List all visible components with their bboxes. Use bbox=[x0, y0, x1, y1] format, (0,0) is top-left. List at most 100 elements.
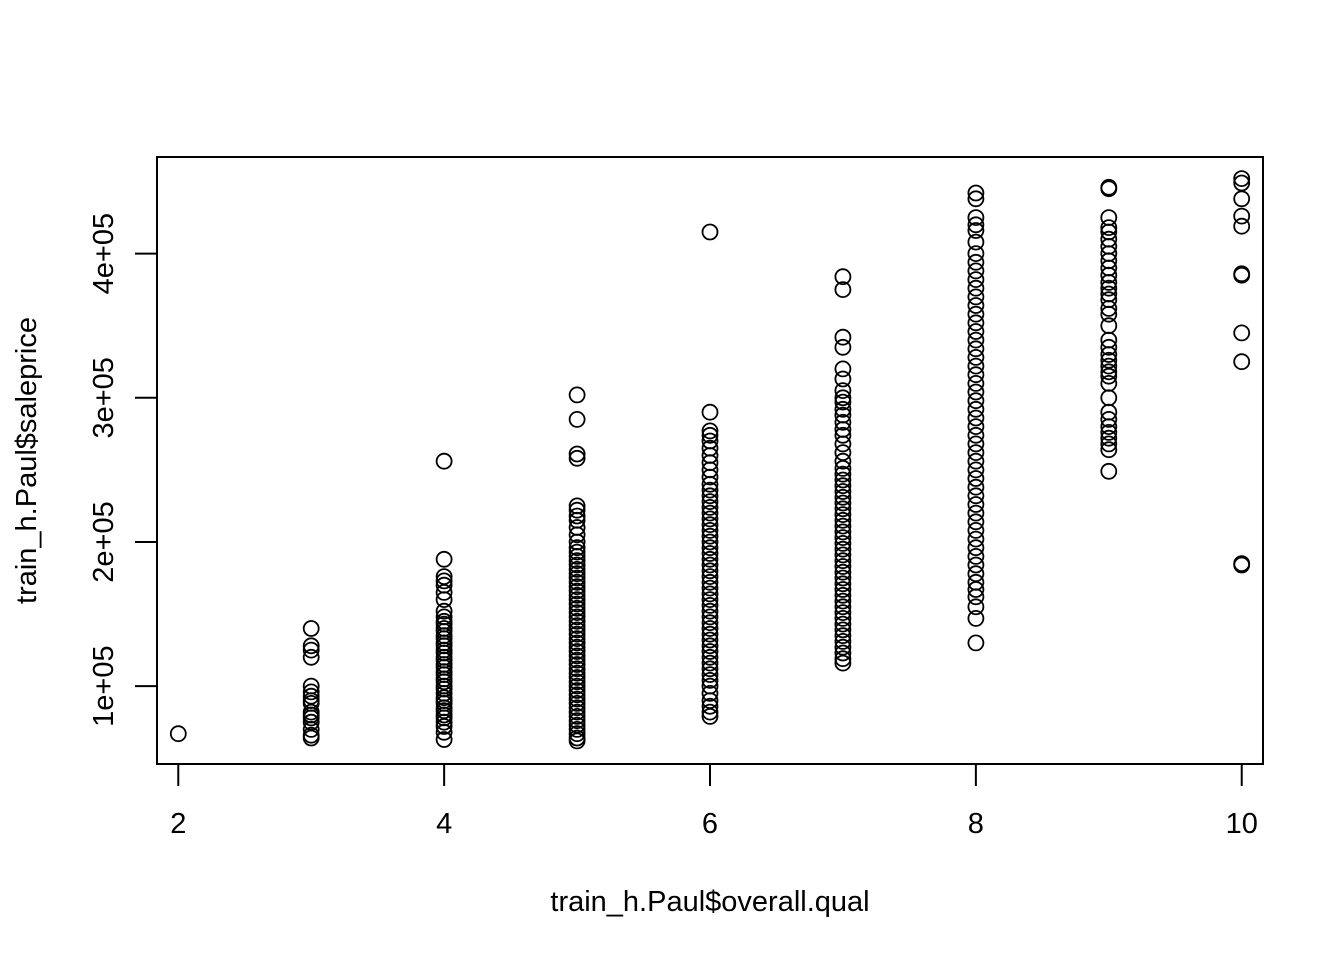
data-point bbox=[568, 386, 586, 404]
data-point bbox=[701, 493, 719, 511]
data-point bbox=[568, 664, 586, 682]
data-point bbox=[834, 569, 852, 587]
data-point bbox=[568, 647, 586, 665]
data-point bbox=[967, 314, 985, 332]
data-point bbox=[1233, 353, 1251, 371]
data-point bbox=[568, 565, 586, 583]
data-point bbox=[568, 699, 586, 717]
x-tick-label: 4 bbox=[436, 808, 452, 840]
data-point bbox=[568, 703, 586, 721]
data-point bbox=[834, 393, 852, 411]
data-point bbox=[967, 383, 985, 401]
data-point bbox=[834, 621, 852, 639]
data-point bbox=[568, 582, 586, 600]
data-point bbox=[568, 608, 586, 626]
data-point bbox=[701, 625, 719, 643]
data-point bbox=[967, 348, 985, 366]
data-point bbox=[967, 496, 985, 513]
data-point bbox=[834, 338, 852, 356]
data-point bbox=[834, 488, 852, 506]
data-point bbox=[568, 569, 586, 587]
data-point bbox=[568, 716, 586, 734]
data-point bbox=[967, 565, 985, 583]
data-point bbox=[967, 409, 985, 427]
data-point bbox=[701, 562, 719, 580]
data-point bbox=[568, 507, 586, 525]
data-point bbox=[834, 523, 852, 541]
data-point bbox=[302, 641, 320, 659]
data-point bbox=[701, 498, 719, 516]
data-point bbox=[701, 539, 719, 557]
data-point bbox=[967, 222, 985, 239]
data-point bbox=[834, 471, 852, 489]
data-point bbox=[169, 725, 187, 743]
data-point bbox=[568, 539, 586, 557]
data-point bbox=[701, 631, 719, 649]
data-point bbox=[568, 651, 586, 669]
data-point bbox=[967, 478, 985, 496]
data-point bbox=[834, 552, 852, 570]
data-point bbox=[967, 418, 985, 436]
data-point bbox=[568, 578, 586, 596]
data-point bbox=[701, 545, 719, 562]
data-point bbox=[435, 612, 453, 630]
data-point bbox=[568, 634, 586, 652]
data-point bbox=[1233, 170, 1251, 188]
data-point bbox=[701, 620, 719, 637]
data-point bbox=[834, 511, 852, 529]
data-point bbox=[1100, 178, 1118, 196]
data-point bbox=[1100, 291, 1118, 309]
data-point bbox=[1233, 207, 1251, 225]
data-point bbox=[834, 389, 852, 407]
data-point bbox=[701, 703, 719, 721]
data-point bbox=[568, 630, 586, 647]
data-point bbox=[701, 573, 719, 591]
data-point bbox=[701, 591, 719, 608]
data-point bbox=[302, 648, 320, 666]
data-point bbox=[834, 500, 852, 518]
data-point bbox=[967, 548, 985, 565]
data-point bbox=[435, 568, 453, 585]
data-point bbox=[1100, 219, 1118, 237]
data-point bbox=[967, 216, 985, 234]
data-point bbox=[1100, 363, 1118, 381]
data-point bbox=[568, 690, 586, 708]
data-point bbox=[701, 637, 719, 655]
data-point bbox=[701, 223, 719, 241]
data-point bbox=[568, 599, 586, 617]
points-layer bbox=[169, 170, 1251, 750]
data-point bbox=[568, 561, 586, 578]
data-point bbox=[834, 638, 852, 656]
data-point bbox=[701, 677, 719, 695]
data-point bbox=[435, 602, 453, 620]
x-tick-label: 2 bbox=[170, 808, 186, 840]
data-point bbox=[834, 382, 852, 400]
data-point bbox=[302, 726, 320, 744]
data-point bbox=[834, 627, 852, 645]
data-point bbox=[568, 695, 586, 712]
data-point bbox=[967, 634, 985, 652]
data-point bbox=[967, 184, 985, 202]
data-point bbox=[834, 644, 852, 662]
data-point bbox=[967, 323, 985, 340]
data-point bbox=[834, 529, 852, 546]
data-point bbox=[967, 504, 985, 522]
data-point bbox=[834, 494, 852, 512]
data-point bbox=[568, 543, 586, 561]
data-point bbox=[568, 621, 586, 639]
data-point bbox=[1100, 230, 1118, 248]
data-point bbox=[834, 328, 852, 346]
data-point bbox=[701, 487, 719, 505]
data-point bbox=[967, 556, 985, 574]
data-point bbox=[701, 510, 719, 528]
data-point bbox=[834, 558, 852, 575]
data-point bbox=[834, 633, 852, 650]
data-point bbox=[834, 517, 852, 535]
data-point bbox=[967, 513, 985, 531]
data-point bbox=[1100, 435, 1118, 453]
data-point bbox=[967, 297, 985, 314]
data-point bbox=[834, 370, 852, 388]
x-axis-label: train_h.Paul$overall.qual bbox=[550, 886, 869, 918]
data-point bbox=[568, 445, 586, 463]
